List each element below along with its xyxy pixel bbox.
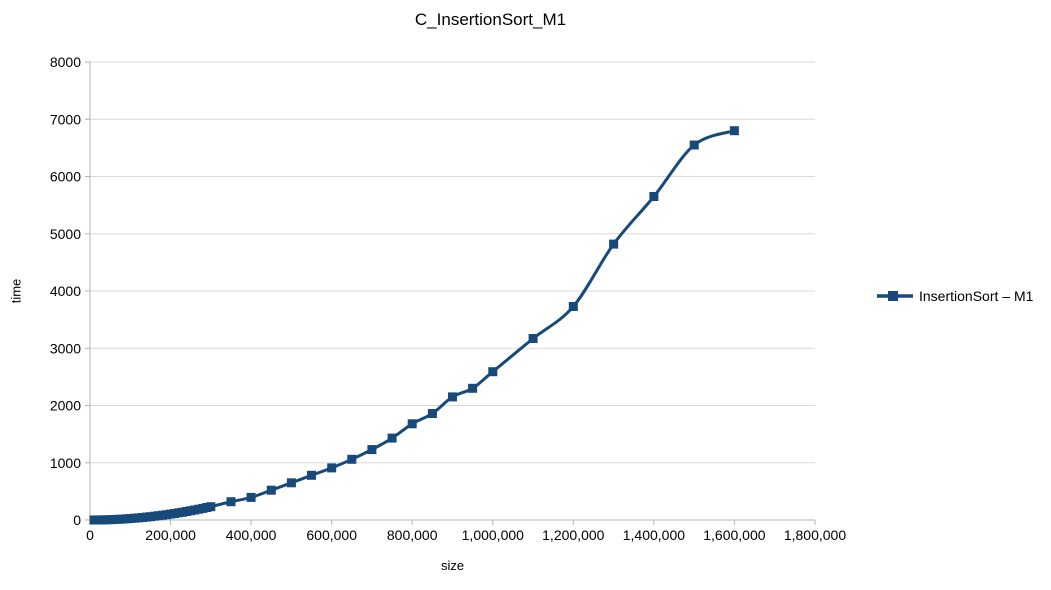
- x-tick-label: 1,200,000: [542, 527, 604, 543]
- data-point-marker: [246, 492, 256, 502]
- data-point-marker: [528, 334, 538, 343]
- y-tick-label: 3000: [50, 340, 81, 356]
- y-tick-label: 6000: [50, 169, 81, 185]
- x-tick-label: 0: [86, 527, 94, 543]
- legend: InsertionSort – M1: [877, 288, 1033, 304]
- data-point-marker: [367, 445, 377, 455]
- x-tick-label: 200,000: [145, 527, 196, 543]
- data-point-marker: [689, 140, 699, 150]
- series-line: [92, 129, 736, 522]
- data-point-marker: [427, 409, 437, 418]
- data-point-marker: [468, 383, 478, 393]
- data-point-marker: [729, 126, 739, 136]
- y-tick-label: 7000: [50, 111, 81, 127]
- data-point-marker: [407, 419, 417, 429]
- data-point-marker: [347, 454, 357, 464]
- y-axis-title: time: [8, 278, 24, 304]
- x-tick-label: 600,000: [306, 527, 357, 543]
- y-tick-label: 2000: [50, 398, 81, 414]
- data-point-marker: [266, 485, 276, 495]
- y-tick-label: 1000: [50, 455, 81, 471]
- data-point-marker: [387, 433, 397, 443]
- x-tick-label: 400,000: [226, 527, 277, 543]
- data-point-marker: [286, 478, 296, 488]
- y-tick-label: 5000: [50, 226, 81, 242]
- legend-series-marker-icon: [877, 291, 913, 301]
- x-tick-label: 1,400,000: [623, 527, 685, 543]
- data-point-marker: [226, 497, 236, 507]
- data-point-marker: [307, 470, 316, 480]
- chart-title: C_InsertionSort_M1: [414, 10, 567, 29]
- x-tick-label: 1,800,000: [784, 527, 846, 543]
- data-point-marker: [327, 463, 337, 473]
- data-point-marker: [206, 502, 216, 512]
- legend-series-label: InsertionSort – M1: [919, 288, 1034, 304]
- x-tick-label: 800,000: [387, 527, 438, 543]
- data-point-marker: [488, 367, 498, 377]
- data-point-marker: [568, 302, 578, 311]
- y-tick-label: 4000: [50, 283, 81, 299]
- data-point-marker: [609, 239, 619, 249]
- y-tick-label: 0: [73, 512, 81, 528]
- x-tick-label: 1,600,000: [703, 527, 765, 543]
- y-tick-label: 8000: [50, 54, 81, 70]
- x-axis-title: size: [440, 558, 465, 573]
- data-point-marker: [649, 192, 659, 201]
- data-point-marker: [448, 392, 457, 402]
- x-tick-label: 1,000,000: [462, 527, 524, 543]
